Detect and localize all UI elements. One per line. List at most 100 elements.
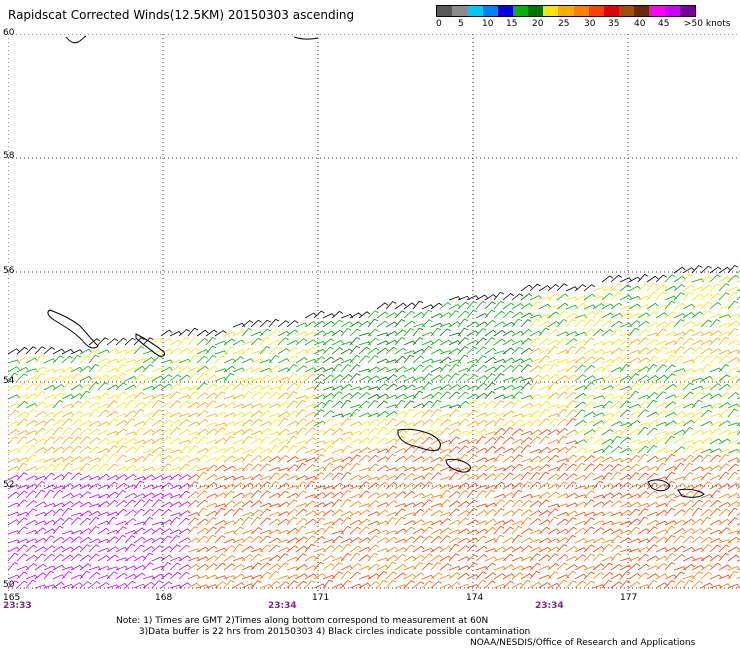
wind-barb [394, 393, 407, 400]
wind-barb [115, 401, 128, 409]
wind-barb [349, 463, 361, 472]
wind-barb [457, 517, 469, 526]
wind-barb [34, 411, 47, 418]
wind-barb [367, 563, 380, 571]
wind-barb [205, 383, 218, 391]
legend-label: >50 knots [684, 19, 731, 29]
wind-barb [394, 455, 407, 463]
wind-barb [88, 338, 101, 346]
wind-barb [52, 545, 65, 553]
wind-barb [61, 445, 74, 454]
wind-barb [205, 428, 218, 436]
wind-barb [475, 294, 488, 301]
wind-barb [205, 517, 217, 526]
wind-barb [160, 383, 173, 391]
wind-barb [493, 534, 505, 544]
wind-barb [376, 347, 389, 355]
wind-barb [547, 546, 560, 553]
wind-barb [196, 574, 210, 580]
wind-barb [79, 528, 92, 535]
wind-barb [277, 428, 290, 436]
wind-barb [664, 507, 676, 517]
wind-barb [457, 391, 469, 400]
wind-barb [268, 570, 280, 580]
wind-barb [547, 429, 560, 436]
wind-barb [232, 492, 245, 499]
wind-barb [277, 417, 289, 427]
wind-barb [313, 561, 325, 571]
wind-barb [61, 355, 73, 364]
wind-barb [610, 573, 623, 580]
wind-barb [610, 492, 623, 499]
wind-barb [25, 562, 38, 571]
wind-barb [610, 274, 623, 283]
wind-barb [484, 445, 497, 454]
wind-barb [601, 319, 614, 328]
wind-barb [268, 355, 280, 364]
wind-barb [160, 508, 173, 517]
wind-barb [700, 363, 712, 373]
wind-barb [178, 528, 191, 535]
wind-barb [322, 579, 334, 589]
wind-barb [466, 529, 480, 535]
wind-barb [538, 519, 551, 526]
wind-barb [538, 463, 551, 472]
wind-barb [592, 287, 606, 292]
wind-barb [52, 348, 65, 355]
wind-barb [547, 358, 561, 364]
wind-barb [619, 564, 632, 571]
wind-barb [70, 354, 82, 364]
wind-barb [502, 321, 515, 328]
wind-barb [637, 283, 649, 292]
wind-barb [331, 509, 344, 517]
wind-barb [223, 538, 237, 544]
wind-barb [223, 545, 236, 553]
wind-barb [61, 571, 73, 580]
wind-barb [88, 354, 100, 364]
wind-barb [268, 563, 281, 571]
wind-barb [232, 543, 244, 553]
wind-barb [124, 348, 137, 355]
wind-barb [295, 462, 307, 472]
wind-barb [268, 418, 281, 427]
wind-barb [286, 400, 298, 409]
wind-barb [709, 508, 721, 517]
wind-barb [529, 500, 542, 508]
wind-barb [448, 321, 461, 328]
wind-barb [466, 359, 480, 364]
wind-barb [223, 580, 235, 589]
wind-barb [421, 429, 434, 436]
wind-barb [241, 454, 253, 463]
wind-barb [466, 474, 479, 481]
wind-barb [250, 410, 263, 418]
wind-barb [88, 571, 101, 580]
wind-barb [196, 382, 208, 391]
wind-barb [52, 426, 64, 436]
wind-barb [439, 356, 452, 364]
wind-barb [322, 472, 334, 481]
wind-barb [646, 322, 660, 328]
wind-barb [628, 285, 641, 292]
wind-barb [628, 303, 641, 310]
wind-barb [43, 553, 56, 562]
wind-barb [439, 454, 451, 463]
wind-barb [322, 392, 335, 400]
wind-barb [187, 574, 200, 580]
wind-barb [421, 553, 433, 562]
wind-barb [556, 331, 569, 337]
wind-barb [70, 472, 82, 481]
wind-barb [88, 510, 101, 517]
wind-barb [538, 296, 552, 301]
wind-barb [250, 473, 263, 481]
wind-barb [592, 572, 605, 580]
wind-barb [250, 482, 263, 490]
wind-barb [619, 346, 631, 355]
wind-barb [241, 391, 253, 400]
wind-barb [628, 312, 641, 319]
wind-barb [304, 321, 317, 328]
wind-barb [682, 579, 694, 589]
wind-barb [727, 274, 740, 283]
wind-barb [43, 436, 55, 445]
credit-line: NOAA/NESDIS/Office of Research and Appli… [470, 638, 696, 648]
wind-barb [538, 320, 551, 328]
